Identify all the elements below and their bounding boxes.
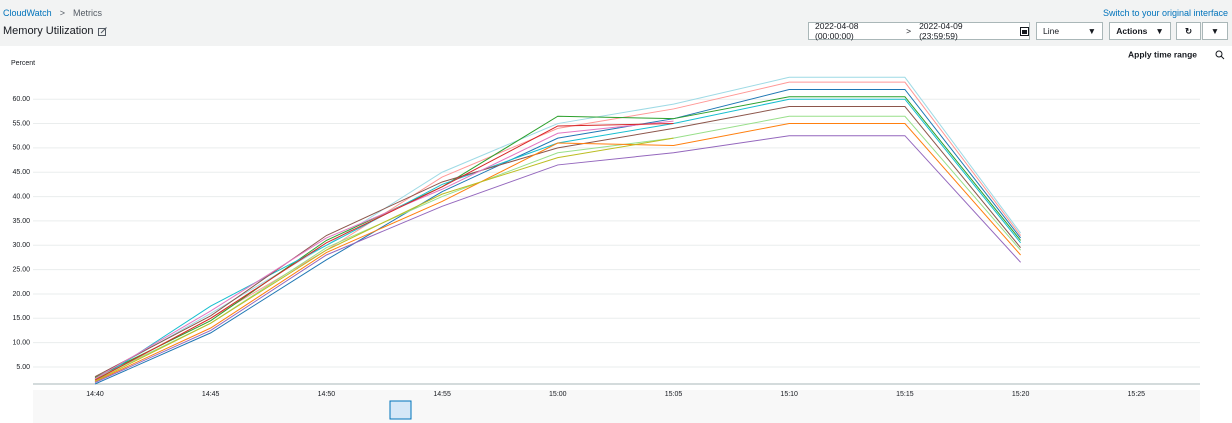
- refresh-button[interactable]: ↻: [1176, 22, 1201, 40]
- y-axis-label: Percent: [11, 60, 35, 67]
- x-tick-label: 15:15: [896, 391, 914, 398]
- title-row: Memory Utilization: [3, 25, 108, 37]
- plot: [33, 76, 1200, 385]
- y-tick-label: 40.00: [12, 193, 30, 200]
- arrow: >: [906, 26, 912, 36]
- y-tick-label: 50.00: [12, 145, 30, 152]
- x-tick-label: 15:25: [1128, 391, 1146, 398]
- series-line: [94, 81, 1021, 382]
- refresh-menu[interactable]: ▼: [1202, 22, 1228, 40]
- time-slider[interactable]: [33, 390, 1200, 423]
- y-tick-label: 10.00: [12, 339, 30, 346]
- x-tick-label: 14:45: [202, 391, 220, 398]
- refresh-icon: ↻: [1184, 25, 1193, 36]
- y-tick-label: 35.00: [12, 218, 30, 225]
- series-line: [94, 76, 1022, 380]
- view-value: Line: [1043, 26, 1060, 36]
- edit-icon[interactable]: [98, 26, 108, 36]
- actions-label: Actions: [1116, 26, 1148, 36]
- start-date: 2022-04-08 (00:00:00): [815, 21, 859, 41]
- breadcrumb-link[interactable]: CloudWatch: [3, 8, 52, 18]
- x-tick-label: 14:50: [318, 391, 336, 398]
- slider-handle[interactable]: [389, 400, 412, 420]
- y-tick-label: 5.00: [16, 364, 30, 371]
- actions-button[interactable]: Actions ▼: [1109, 22, 1171, 40]
- series-line: [94, 115, 1021, 380]
- series-line: [94, 88, 1021, 385]
- y-tick-label: 25.00: [12, 266, 30, 273]
- y-tick-label: 55.00: [12, 120, 30, 127]
- x-tick-label: 15:00: [549, 391, 567, 398]
- series-line: [94, 120, 674, 380]
- caret: ▼: [1087, 26, 1096, 36]
- chart: Percent Apply time range 5.00 10.00 15.00 2…: [0, 46, 1232, 423]
- y-tick-label: 15.00: [12, 315, 30, 322]
- x-tick-label: 15:10: [780, 391, 798, 398]
- series-line: [94, 123, 674, 381]
- caret: ▼: [1210, 26, 1220, 36]
- panel-bg: [0, 46, 1232, 423]
- x-tick-label: 14:55: [433, 391, 451, 398]
- series-line: [94, 96, 1021, 379]
- calendar-icon: [1020, 26, 1029, 36]
- breadcrumb-current: Metrics: [72, 8, 102, 18]
- zoom-icon[interactable]: [1215, 50, 1225, 60]
- caret: ▼: [1155, 26, 1164, 36]
- date-range[interactable]: 2022-04-08 (00:00:00) > 2022-04-09 (23:5…: [808, 21, 1030, 41]
- switch-link[interactable]: Switch to your original interface: [1102, 8, 1228, 18]
- x-tick-label: 15:20: [1012, 391, 1030, 398]
- series-line: [94, 137, 674, 382]
- y-tick-label: 45.00: [12, 169, 30, 176]
- y-tick-label: 60.00: [12, 96, 30, 103]
- y-tick-label: 20.00: [12, 291, 30, 298]
- series-line: [94, 135, 1021, 383]
- series-line: [94, 106, 1021, 378]
- apply-time-range[interactable]: Apply time range: [1128, 49, 1197, 59]
- view-select[interactable]: Line ▼: [1036, 22, 1103, 40]
- x-tick-label: 14:40: [86, 391, 104, 398]
- y-tick-label: 30.00: [12, 242, 30, 249]
- separator: >: [59, 8, 65, 18]
- series-line: [94, 123, 1021, 383]
- breadcrumb: CloudWatch > Metrics: [3, 8, 102, 18]
- x-tick-label: 15:05: [665, 391, 683, 398]
- end-date: 2022-04-09 (23:59:59): [919, 21, 963, 41]
- page-title: Memory Utilization: [3, 25, 94, 37]
